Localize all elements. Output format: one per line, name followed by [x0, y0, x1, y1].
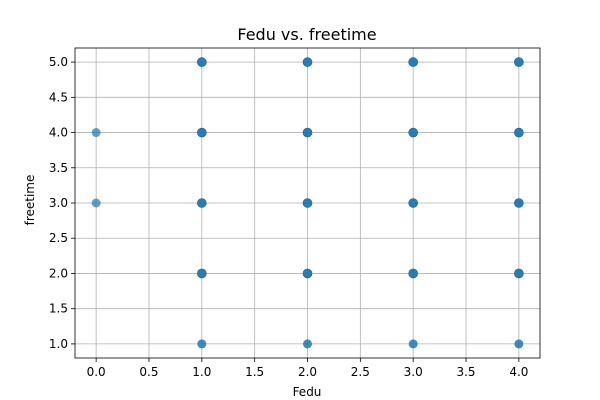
y-axis-ticks: 1.0 1.5 2.0 2.5 3.0 3.5 4.0 4.5 5.0 — [49, 55, 75, 351]
data-point — [408, 339, 418, 349]
y-tick-label: 4.5 — [49, 90, 68, 104]
y-tick-label: 2.0 — [49, 266, 68, 280]
x-tick-label: 2.0 — [298, 365, 317, 379]
data-point — [302, 57, 313, 67]
x-tick-label: 1.5 — [245, 365, 264, 379]
x-tick-label: 2.5 — [351, 365, 370, 379]
data-point — [197, 57, 207, 67]
data-point — [514, 198, 524, 208]
data-point — [302, 198, 313, 208]
data-point — [408, 127, 418, 138]
x-axis-ticks: 0.0 0.5 1.0 1.5 2.0 2.5 3.0 3.5 4.0 — [87, 358, 528, 379]
y-tick-label: 3.5 — [49, 161, 68, 175]
y-tick-label: 1.5 — [49, 302, 68, 316]
data-point — [197, 339, 207, 349]
x-tick-label: 0.0 — [87, 365, 106, 379]
y-tick-label: 5.0 — [49, 55, 68, 69]
data-points — [91, 57, 524, 349]
data-point — [514, 268, 524, 279]
data-point — [302, 268, 313, 279]
x-tick-label: 4.0 — [509, 365, 528, 379]
data-point — [514, 127, 524, 138]
x-axis-label: Fedu — [293, 385, 322, 399]
x-tick-label: 3.0 — [404, 365, 423, 379]
x-tick-label: 3.5 — [456, 365, 475, 379]
chart-title: Fedu vs. freetime — [237, 25, 376, 44]
data-point — [302, 127, 313, 138]
data-point — [197, 198, 207, 208]
data-point — [408, 198, 418, 208]
x-tick-label: 0.5 — [139, 365, 158, 379]
y-axis-label: freetime — [23, 175, 37, 226]
y-tick-label: 2.5 — [49, 231, 68, 245]
y-tick-label: 1.0 — [49, 337, 68, 351]
x-tick-label: 1.0 — [192, 365, 211, 379]
data-point — [303, 339, 312, 349]
data-point — [91, 198, 101, 208]
data-point — [408, 57, 418, 67]
y-tick-label: 4.0 — [49, 126, 68, 140]
data-point — [197, 127, 207, 138]
y-tick-label: 3.0 — [49, 196, 68, 210]
data-point — [408, 268, 418, 279]
data-point — [514, 339, 524, 349]
data-point — [91, 128, 101, 138]
data-point — [514, 57, 524, 67]
data-point — [197, 268, 207, 279]
